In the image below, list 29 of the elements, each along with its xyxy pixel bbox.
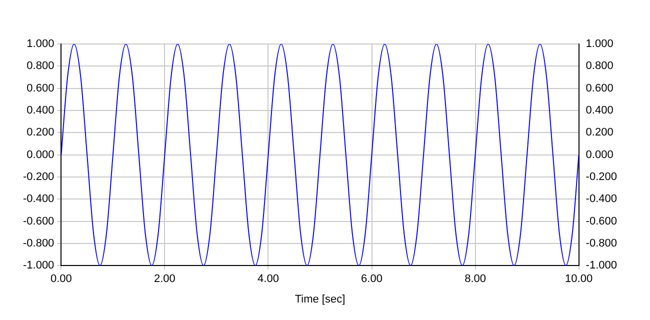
y-tick-label: 0.400	[26, 104, 54, 117]
x-tick-label: 0.00	[50, 273, 72, 286]
y2-tick-label: -0.400	[586, 193, 618, 206]
y2-tick-label: -0.600	[586, 215, 618, 228]
y2-tick-label: 0.800	[586, 60, 614, 72]
y2-tick-label: 0.600	[586, 82, 614, 94]
y2-tick-label: 0.200	[586, 126, 614, 139]
x-tick-label: 4.00	[258, 273, 279, 286]
y2-tick-label: -1.000	[586, 260, 618, 272]
y-tick-label: -0.200	[22, 170, 54, 183]
y-tick-label: 0.200	[26, 126, 54, 139]
y-tick-label: 1.000	[26, 38, 54, 50]
y-tick-label: -0.400	[22, 193, 54, 206]
y-tick-label: 0.800	[26, 60, 54, 72]
x-axis-title: Time [sec]	[294, 293, 346, 306]
y2-tick-label: 1.000	[586, 38, 614, 50]
y-tick-label: -1.000	[22, 260, 54, 272]
x-tick-label: 8.00	[464, 273, 486, 286]
y-tick-label: 0.600	[26, 82, 54, 94]
x-tick-label: 2.00	[154, 273, 176, 286]
x-tick-label: 10.00	[565, 273, 593, 286]
y2-tick-label: -0.200	[586, 170, 618, 183]
y2-tick-label: 0.400	[586, 104, 614, 117]
y2-tick-label: 0.000	[586, 148, 614, 161]
y-tick-label: -0.600	[22, 215, 54, 228]
x-tick-label: 6.00	[361, 273, 382, 286]
y-tick-label: 0.000	[26, 148, 54, 161]
y-tick-label: -0.800	[22, 237, 54, 250]
y2-tick-label: -0.800	[586, 237, 618, 250]
